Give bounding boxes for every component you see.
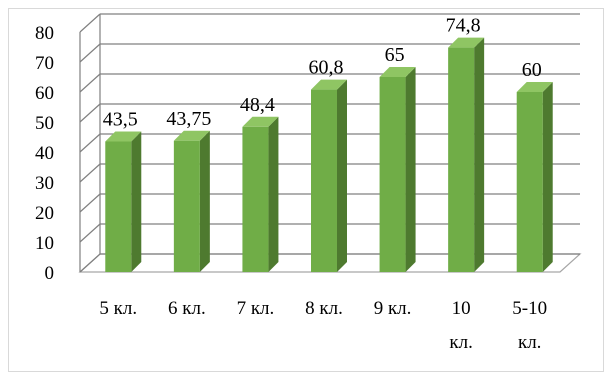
bar-side [337,79,347,272]
data-label: 60,8 [309,57,344,79]
y-tick-label: 60 [35,83,54,104]
bar-side [542,82,553,272]
data-label: 65 [385,44,405,66]
bar-top [379,67,416,77]
bar [516,92,543,272]
data-label: 48,4 [240,94,275,116]
x-tick-label: 7 кл. [237,298,275,319]
y-tick-label: 70 [35,53,54,74]
gridline-side [79,133,101,153]
x-tick-label: 9 кл. [374,298,412,319]
gridline-side [79,13,101,33]
data-label: 43,5 [103,109,138,131]
gridline-side [79,43,101,63]
x-tick-label: 5-10 [512,298,547,319]
data-label: 60 [522,59,542,81]
bar-side [199,130,210,272]
y-tick-label: 40 [35,143,54,164]
bar-top [105,131,142,142]
x-tick-label: 10 [452,298,471,319]
bar [448,47,475,272]
bar [379,77,406,272]
y-tick-label: 80 [35,23,54,44]
data-label: 74,8 [446,15,481,37]
x-tick-label: 6 кл. [168,298,206,319]
x-tick-label: 8 кл. [305,298,343,319]
x-tick-label: кл. [449,332,472,353]
bar [242,126,269,272]
bar-side [474,37,485,272]
bar-top [311,79,347,90]
bar-side [268,116,279,272]
bar [311,89,337,272]
gridline-side [79,103,101,123]
bar-side [405,67,416,272]
bar-top [173,130,210,141]
y-tick-label: 50 [35,113,54,134]
bar [105,141,132,272]
bar-top [242,116,279,127]
y-tick-label: 10 [35,233,54,254]
gridline-side [79,193,101,213]
x-tick-label: 5 кл. [99,298,137,319]
bar-side [131,131,142,272]
bar-top [448,37,485,48]
gridline-side [79,73,101,93]
gridline-side [79,223,101,243]
y-tick-label: 0 [45,263,55,284]
gridline-side [79,253,101,273]
y-tick-label: 30 [35,173,54,194]
bar [173,140,200,272]
bar-top [516,82,553,92]
y-tick-label: 20 [35,203,54,224]
x-tick-label: кл. [518,332,541,353]
gridline-side [79,163,101,183]
data-label: 43,75 [166,108,211,130]
